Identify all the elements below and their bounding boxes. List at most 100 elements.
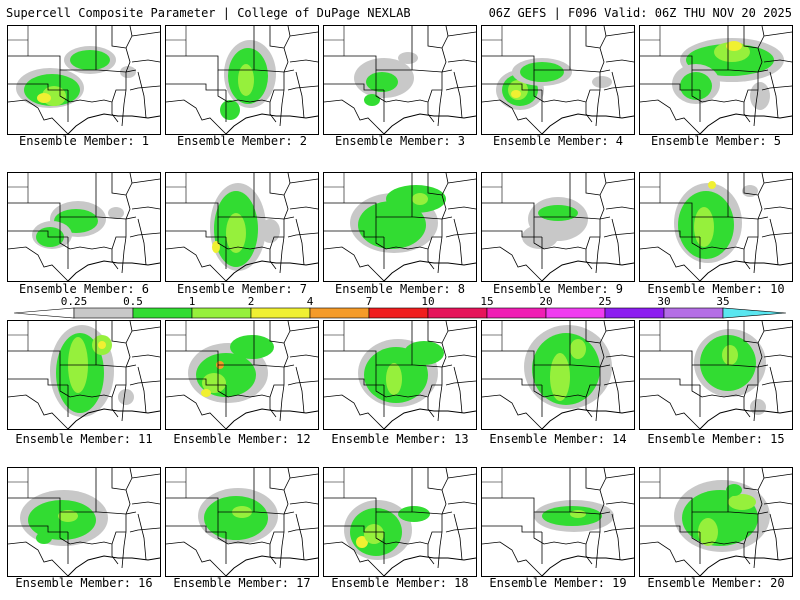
- colorbar-segment: [368, 307, 429, 319]
- scp-contour: [366, 72, 398, 92]
- scp-contour: [538, 205, 578, 221]
- member-map-svg: [640, 321, 792, 429]
- colorbar-segment: [132, 307, 193, 319]
- colorbar-tick-label: 30: [657, 295, 671, 308]
- member-map-svg: [324, 26, 476, 134]
- colorbar-tick-label: 4: [306, 295, 314, 308]
- member-label: Ensemble Member: 8: [334, 282, 466, 296]
- member-map-svg: [324, 173, 476, 281]
- scp-contour: [550, 353, 570, 401]
- scp-contour: [37, 93, 51, 103]
- member-map-svg: [640, 173, 792, 281]
- member-map-svg: [482, 468, 634, 576]
- member-label: Ensemble Member: 16: [15, 576, 153, 590]
- member-label: Ensemble Member: 3: [334, 134, 466, 148]
- colorbar-segment: [250, 307, 311, 319]
- member-label: Ensemble Member: 12: [173, 432, 311, 446]
- scp-contour: [722, 345, 738, 365]
- scp-contour: [742, 185, 758, 197]
- colorbar-tick-label: 0.5: [123, 295, 143, 308]
- member-label: Ensemble Member: 10: [647, 282, 785, 296]
- member-label: Ensemble Member: 20: [647, 576, 785, 590]
- colorbar-segment: [191, 307, 252, 319]
- colorbar-high-arrow: [722, 307, 786, 319]
- scp-contour: [220, 100, 240, 120]
- scp-contour: [680, 72, 712, 100]
- ensemble-member-map: [7, 172, 161, 282]
- ensemble-member-map: [481, 320, 635, 430]
- member-label: Ensemble Member: 4: [492, 134, 624, 148]
- ensemble-member-map: [481, 25, 635, 135]
- member-map-svg: [8, 173, 160, 281]
- member-map-svg: [166, 26, 318, 134]
- colorbar-tick-label: 15: [480, 295, 494, 308]
- member-map-svg: [166, 321, 318, 429]
- scp-contour: [726, 484, 742, 496]
- colorbar-tick-label: 20: [539, 295, 553, 308]
- colorbar-segment: [309, 307, 370, 319]
- ensemble-member-map: [481, 172, 635, 282]
- ensemble-member-map: [323, 320, 477, 430]
- colorbar-segment: [545, 307, 606, 319]
- scp-contour: [520, 62, 564, 82]
- run-valid-time: 06Z GEFS | F096 Valid: 06Z THU NOV 20 20…: [488, 6, 792, 20]
- member-label: Ensemble Member: 5: [650, 134, 782, 148]
- member-map-svg: [640, 468, 792, 576]
- scp-contour: [726, 41, 742, 51]
- ensemble-member-map: [323, 25, 477, 135]
- scp-contour: [98, 341, 106, 349]
- scp-contour: [364, 94, 380, 106]
- member-map-svg: [482, 173, 634, 281]
- member-label: Ensemble Member: 19: [489, 576, 627, 590]
- scp-contour: [108, 207, 124, 219]
- ensemble-member-map: [481, 467, 635, 577]
- member-map-svg: [324, 321, 476, 429]
- ensemble-member-map: [323, 467, 477, 577]
- colorbar-tick-label: 10: [421, 295, 435, 308]
- ensemble-member-map: [165, 172, 319, 282]
- scp-contour: [386, 363, 402, 395]
- member-label: Ensemble Member: 18: [331, 576, 469, 590]
- member-label: Ensemble Member: 6: [18, 282, 150, 296]
- scp-contour: [364, 524, 384, 544]
- scp-contour: [412, 193, 428, 205]
- ensemble-member-map: [165, 320, 319, 430]
- ensemble-member-map: [7, 320, 161, 430]
- ensemble-member-map: [7, 25, 161, 135]
- ensemble-member-map: [639, 172, 793, 282]
- colorbar-tick-label: 7: [365, 295, 373, 308]
- scp-contour: [708, 181, 716, 189]
- scp-contour: [230, 335, 274, 359]
- member-label: Ensemble Member: 11: [15, 432, 153, 446]
- member-label: Ensemble Member: 15: [647, 432, 785, 446]
- colorbar-low-arrow: [14, 307, 75, 319]
- scp-contour: [238, 64, 254, 96]
- member-label: Ensemble Member: 17: [173, 576, 311, 590]
- scp-contour: [728, 494, 756, 510]
- scp-contour: [70, 50, 110, 70]
- scp-contour: [694, 207, 714, 247]
- colorbar-segment: [73, 307, 134, 319]
- colorbar-tick-label: 2: [247, 295, 255, 308]
- colorbar-segment: [604, 307, 665, 319]
- scp-contour: [58, 510, 78, 522]
- scp-contour: [570, 510, 586, 518]
- scp-contour: [398, 52, 418, 64]
- scp-contour: [356, 536, 368, 548]
- scp-contour: [260, 219, 280, 243]
- ensemble-member-map: [323, 172, 477, 282]
- member-label: Ensemble Member: 14: [489, 432, 627, 446]
- member-map-svg: [166, 468, 318, 576]
- member-map-svg: [482, 321, 634, 429]
- ensemble-member-map: [165, 25, 319, 135]
- ensemble-member-map: [639, 467, 793, 577]
- scp-contour: [204, 496, 268, 540]
- ensemble-member-map: [639, 320, 793, 430]
- scp-contour: [36, 532, 52, 544]
- scp-contour: [118, 389, 134, 405]
- member-map-svg: [8, 468, 160, 576]
- member-map-svg: [166, 173, 318, 281]
- ensemble-member-map: [165, 467, 319, 577]
- scp-contour: [750, 399, 766, 415]
- member-label: Ensemble Member: 2: [176, 134, 308, 148]
